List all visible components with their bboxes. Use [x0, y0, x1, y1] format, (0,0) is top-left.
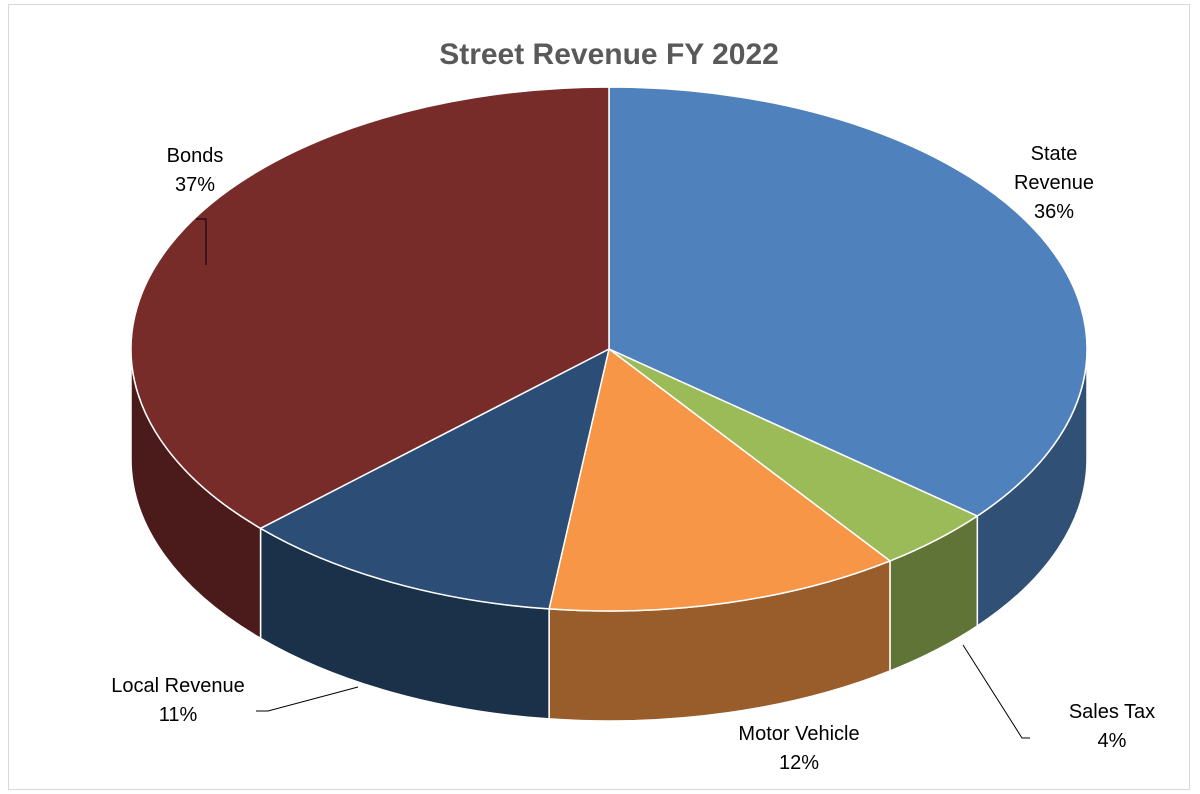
- pie-slice-state-revenue: [608, 86, 1088, 517]
- leader-line-sales-tax: [962, 644, 1030, 739]
- pie-slice-local-revenue: [259, 348, 610, 610]
- data-label-motor-vehicle: Motor Vehicle 12%: [738, 723, 859, 774]
- leader-line-local-revenue: [256, 686, 359, 712]
- data-label-bonds: Bonds 37%: [167, 145, 224, 196]
- leader-line-bonds: [196, 218, 207, 265]
- data-label-sales-tax: Sales Tax 4%: [1069, 701, 1155, 752]
- pie-slice-motor-vehicle: [548, 348, 891, 612]
- data-label-local-revenue: Local Revenue 11%: [111, 675, 244, 726]
- pie-slice-bonds: [130, 86, 610, 530]
- chart-title: Street Revenue FY 2022: [439, 38, 779, 71]
- data-label-state-revenue: State Revenue 36%: [1014, 143, 1094, 223]
